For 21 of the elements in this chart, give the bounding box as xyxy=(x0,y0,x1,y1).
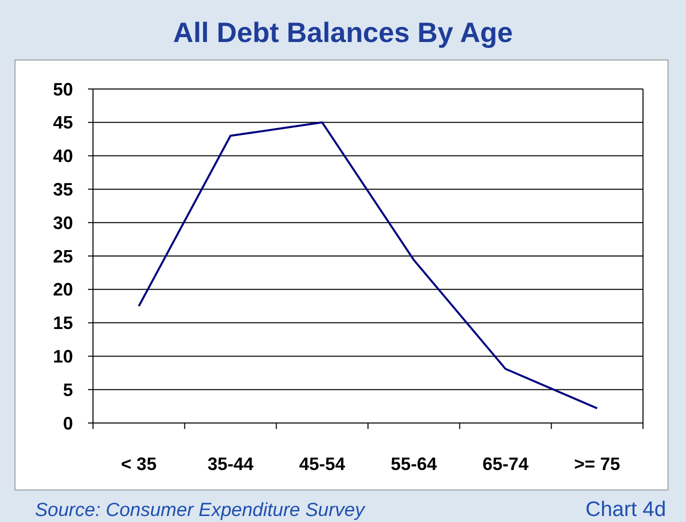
caption: Chart 4d xyxy=(585,498,666,521)
source-note: Source: Consumer Expenditure Survey xyxy=(35,500,366,521)
y-tick-label: 15 xyxy=(52,313,73,334)
y-tick-label: 45 xyxy=(52,112,73,133)
y-tick-label: 30 xyxy=(52,212,73,233)
x-tick-label: >= 75 xyxy=(574,454,620,474)
y-tick-label: 25 xyxy=(52,246,73,266)
x-tick-label: 55-64 xyxy=(390,454,437,474)
line-series xyxy=(138,121,598,410)
x-tick-label: 45-54 xyxy=(299,454,346,474)
chart-title: All Debt Balances By Age xyxy=(173,17,513,48)
x-tick-label: 65-74 xyxy=(482,454,529,474)
x-tick-label: 35-44 xyxy=(207,454,254,474)
y-tick-label: 0 xyxy=(62,413,73,434)
y-tick-label: 10 xyxy=(52,346,73,366)
y-tick-label: 40 xyxy=(52,146,73,166)
y-tick-label: 5 xyxy=(62,380,73,400)
y-tick-label: 20 xyxy=(52,280,73,300)
x-tick-label: < 35 xyxy=(121,454,157,474)
y-tick-label: 35 xyxy=(52,180,73,200)
y-tick-label: 50 xyxy=(52,79,73,100)
